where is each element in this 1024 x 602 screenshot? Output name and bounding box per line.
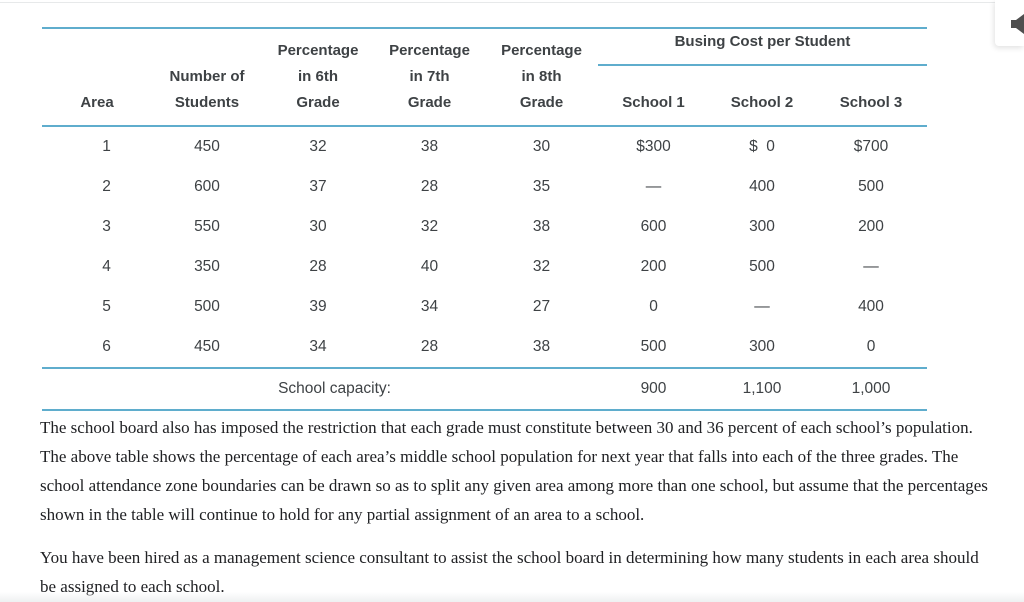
cell-students: 450 (152, 327, 262, 369)
col-header-school2: School 2 (709, 65, 815, 127)
cell-pct8: 30 (532, 138, 551, 155)
cell-school1-cost: 0 (649, 298, 658, 315)
cell-pct8: 38 (532, 218, 551, 235)
cell-area: 4 (102, 258, 111, 275)
cell-pct7: 34 (420, 298, 439, 315)
paragraph-restriction: The school board also has imposed the re… (40, 418, 988, 524)
capacity-school2: 1,100 (709, 368, 815, 411)
school-capacity-row: School capacity: 900 1,100 1,000 (42, 368, 928, 411)
cell-pct6: 32 (309, 138, 327, 155)
cell-pct7: 32 (420, 218, 439, 235)
col-header-school3: School 3 (815, 65, 928, 127)
busing-cost-table: Area Number of Students Percentage in 6t… (42, 27, 928, 411)
cell-students: 350 (194, 258, 220, 275)
cell-school1-cost: 200 (640, 258, 667, 275)
col-header-pct8: Percentage in 8th Grade (485, 28, 598, 127)
bottom-panel-edge (0, 592, 1024, 602)
speaker-icon (1011, 14, 1024, 34)
cell-pct8: 32 (532, 258, 551, 275)
cell-school1-cost: 600 (640, 218, 667, 235)
cell-area: 1 (102, 138, 111, 155)
cell-pct6: 34 (262, 327, 374, 369)
cell-pct7: 28 (420, 178, 439, 195)
col-header-pct6: Percentage in 6th Grade (262, 28, 374, 127)
cell-school2-cost: 400 (749, 178, 775, 195)
cell-school3-cost: 400 (858, 298, 884, 315)
cell-school2-cost: 300 (749, 218, 775, 235)
cell-pct7: 38 (420, 138, 439, 155)
table-row-area-2: 2 600 37 28 35 — 400 500 (42, 167, 927, 207)
cell-students: 500 (194, 298, 220, 315)
cell-pct6: 37 (309, 178, 327, 195)
cell-school3-cost: 200 (858, 218, 884, 235)
cell-pct6: 39 (309, 298, 327, 315)
col-header-pct7: Percentage in 7th Grade (374, 28, 485, 127)
col-group-header-busing-cost: Busing Cost per Student (598, 28, 928, 66)
audio-button[interactable] (995, 0, 1024, 46)
cell-students: 450 (194, 138, 220, 155)
problem-text: The school board also has imposed the re… (40, 413, 992, 601)
capacity-school3: 1,000 (815, 368, 928, 411)
cell-pct7: 40 (420, 258, 439, 275)
cell-school3-cost: 500 (858, 178, 884, 195)
table-row-area-6: 6 450 34 28 38 500 300 0 (42, 327, 928, 369)
cell-area: 2 (102, 178, 111, 195)
cell-school3-cost: $700 (853, 138, 889, 155)
cell-school3-cost: 0 (815, 327, 928, 369)
cell-pct6: 28 (309, 258, 327, 275)
cell-pct8: 35 (532, 178, 551, 195)
table-row-area-1: 1 450 32 38 30 $300 $ 0 $700 (42, 126, 927, 167)
capacity-school1: 900 (598, 368, 709, 411)
table-row-area-5: 5 500 39 34 27 0 — 400 (42, 287, 927, 327)
table-row-area-4: 4 350 28 40 32 200 500 — (42, 247, 927, 287)
top-divider (0, 2, 1024, 3)
col-header-school1: School 1 (598, 65, 709, 127)
cell-school1-cost: — (645, 178, 662, 195)
cell-area: 3 (102, 218, 111, 235)
cell-pct8: 38 (485, 327, 598, 369)
cell-school3-cost: — (863, 258, 879, 275)
cell-students: 550 (194, 218, 220, 235)
cell-school2-cost: 300 (709, 327, 815, 369)
table-row-area-3: 3 550 30 32 38 600 300 200 (42, 207, 927, 247)
busing-table-container: Area Number of Students Percentage in 6t… (42, 27, 928, 411)
cell-pct8: 27 (532, 298, 551, 315)
school-capacity-label-text: School capacity: (278, 380, 391, 397)
cell-area: 6 (42, 327, 152, 369)
cell-school2-cost: 500 (749, 258, 775, 275)
col-header-area: Area (42, 28, 152, 127)
paragraph-task: You have been hired as a management scie… (40, 548, 979, 596)
cell-students: 600 (194, 178, 220, 195)
cell-area: 5 (102, 298, 111, 315)
school-capacity-label: School capacity: (42, 368, 598, 411)
cell-pct6: 30 (309, 218, 327, 235)
cell-school2-cost: — (754, 298, 770, 315)
cell-school1-cost: 500 (598, 327, 709, 369)
cell-pct7: 28 (374, 327, 485, 369)
cell-school1-cost: $300 (636, 138, 671, 155)
cell-school2-cost: $ 0 (749, 138, 775, 155)
col-header-students: Number of Students (152, 28, 262, 127)
